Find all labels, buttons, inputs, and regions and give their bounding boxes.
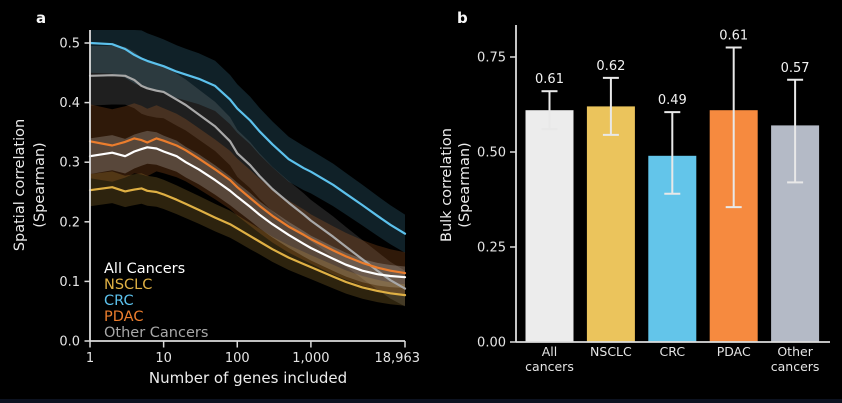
a-y-tick-label: 0.2 [59,215,80,230]
a-x-tick-label: 100 [225,351,250,366]
a-y-axis-label-line2: (Spearman) [32,142,48,227]
a-x-tick-label: 18,963 [375,351,421,366]
b-y-tick-label: 0.75 [477,51,506,66]
a-y-tick-label: 0.0 [59,335,80,350]
a-x-tick-label: 1 [86,351,94,366]
a-y-tick-label: 0.4 [59,96,80,111]
b-y-axis-label-line1: Bulk correlation [439,128,455,242]
band-all-cancers [90,130,405,288]
a-x-axis-label: Number of genes included [149,369,347,387]
category-label-line: All [542,344,558,359]
line-nsclc [88,186,407,297]
bar-nsclc [586,106,635,343]
panel-a-label: a [36,9,46,27]
band-other-cancers [90,45,405,307]
category-label-line: CRC [660,344,686,359]
line-all-cancers [88,146,407,279]
a-x-tick-label: 10 [155,351,172,366]
category-label-line: cancers [525,359,574,374]
bar-value-label: 0.49 [658,93,687,108]
category-label-line: PDAC [717,344,751,359]
b-y-axis-label-line2: (Spearman) [457,142,473,227]
a-axis-ticks: 0.0 0.1 0.2 0.3 0.4 0.5 1 10 100 1,000 18,963 [59,37,420,367]
bar-all-cancers [525,110,574,342]
panel-b-label: b [457,9,468,27]
panel-b-bar-chart: 0.61Allcancers0.62NSCLC0.49CRC0.61PDAC0.… [439,9,830,375]
bar-value-label: 0.61 [719,29,748,44]
series-lines [88,41,407,297]
legend-entry-crc: CRC [104,293,134,309]
confidence-bands [90,30,405,307]
band-nsclc [90,171,405,306]
panel-a-line-chart: 0.0 0.1 0.2 0.3 0.4 0.5 1 10 100 1,000 18,963 All … [12,9,420,387]
legend-entry-all-cancers: All Cancers [104,261,185,277]
b-y-tick-label: 0.50 [477,146,506,161]
b-axis-ticks: 0.00 0.25 0.50 0.75 [477,51,516,351]
bar-value-label: 0.57 [781,61,810,76]
category-label-line: NSCLC [590,344,632,359]
bar-value-label: 0.62 [596,59,625,74]
line-other-cancers [88,74,407,290]
line-crc [88,41,407,235]
legend-entry-pdac: PDAC [104,309,143,325]
legend-entry-nsclc: NSCLC [104,277,152,293]
a-y-tick-label: 0.3 [59,156,80,171]
error-bars [541,46,804,209]
bar-value-label: 0.61 [535,72,564,87]
line-pdac [88,137,407,275]
bar-value-labels: 0.61Allcancers0.62NSCLC0.49CRC0.61PDAC0.… [525,29,819,375]
legend-entry-other-cancers: Other Cancers [104,325,208,341]
b-y-tick-label: 0.25 [477,241,506,256]
category-label-line: cancers [771,359,820,374]
category-label-line: Other [777,344,813,359]
a-x-tick-label: 1,000 [292,351,329,366]
a-y-axis-label-line1: Spatial correlation [12,119,28,251]
bottom-window-strip [0,399,842,403]
a-y-tick-label: 0.1 [59,275,80,290]
band-crc [90,30,405,253]
b-y-tick-label: 0.00 [477,336,506,351]
a-y-tick-label: 0.5 [59,37,80,52]
